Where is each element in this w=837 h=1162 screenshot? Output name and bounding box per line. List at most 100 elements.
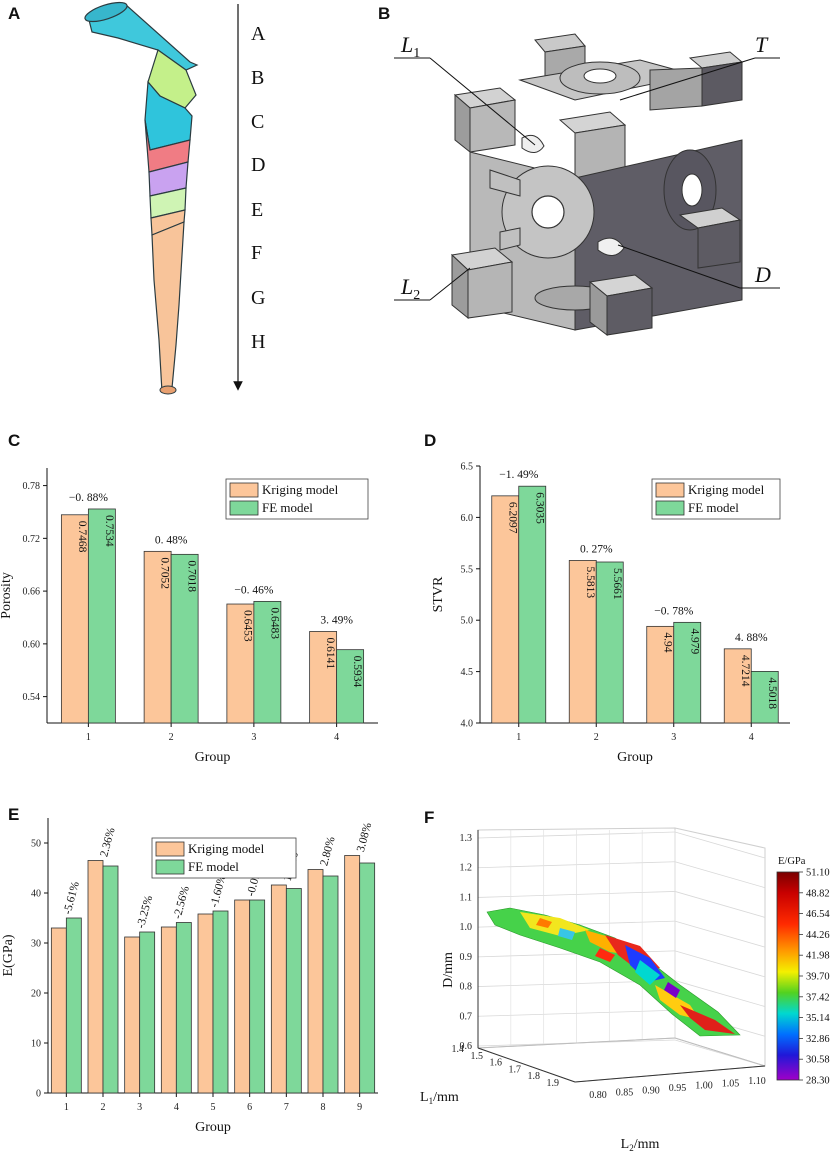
colorbar-tick-label: 46.54 xyxy=(806,909,830,920)
bar-kriging xyxy=(124,936,141,1094)
bar-fe xyxy=(518,485,547,724)
bar-value-label: 0.6453 xyxy=(241,610,253,642)
legend-label-fe: FE model xyxy=(188,859,239,874)
bar-fe xyxy=(102,865,119,1094)
error-label: 4. 88% xyxy=(735,632,768,644)
error-label: 0. 27% xyxy=(580,543,613,555)
bar-fe xyxy=(673,621,702,724)
error-label: 3.08% xyxy=(355,821,374,853)
label-l1: L1 xyxy=(400,32,420,61)
error-label: 0. 48% xyxy=(155,534,188,546)
legend-swatch-fe xyxy=(155,859,185,875)
y-tick-label: 1.6 xyxy=(490,1058,503,1069)
bar-value-label: 6.2097 xyxy=(506,502,518,534)
bar-fe xyxy=(65,917,82,1094)
segment-label: F xyxy=(251,242,262,264)
x-tick-label: 9 xyxy=(357,1102,362,1113)
bar-value-label: 0.7534 xyxy=(103,515,115,547)
colorbar xyxy=(776,871,800,1081)
bar-kriging xyxy=(307,869,324,1094)
x-tick-label: 4 xyxy=(749,732,754,743)
colorbar-tick-label: 37.42 xyxy=(806,992,830,1003)
x-tick-label: 4 xyxy=(174,1102,179,1113)
legend-swatch-kriging xyxy=(655,482,685,498)
label-d: D xyxy=(754,262,771,287)
bar-value-label: 0.6483 xyxy=(268,607,280,639)
colorbar-tick-label: 28.30 xyxy=(806,1076,830,1087)
x-tick-label: 0.85 xyxy=(616,1088,634,1099)
bar-kriging xyxy=(197,913,214,1094)
panel-letter: D xyxy=(424,431,436,450)
x-tick-label: 4 xyxy=(334,732,339,743)
bar-kriging xyxy=(143,550,172,724)
z-tick-label: 1.0 xyxy=(460,922,473,933)
colorbar-tick-label: 51.10 xyxy=(806,868,830,879)
y-tick-label: 40 xyxy=(31,889,41,900)
z-tick-label: 0.6 xyxy=(460,1041,473,1052)
legend-swatch-kriging xyxy=(229,482,259,498)
bar-kriging xyxy=(344,855,361,1094)
error-label: −0. 46% xyxy=(234,584,273,596)
colorbar-tick-label: 44.26 xyxy=(806,930,830,941)
bar-fe xyxy=(359,862,376,1094)
x-tick-label: 6 xyxy=(247,1102,252,1113)
stem-segment xyxy=(144,119,191,173)
bar-fe xyxy=(595,561,624,724)
y-tick-label: 0 xyxy=(36,1089,41,1100)
error-label: −1. 49% xyxy=(499,469,538,481)
y-tick-label: 1.4 xyxy=(452,1044,465,1055)
legend-label-kriging: Kriging model xyxy=(262,482,339,497)
z-tick-label: 0.8 xyxy=(460,982,473,993)
bar-fe xyxy=(170,553,199,724)
x-tick-label: 1 xyxy=(86,732,91,743)
grid-line xyxy=(674,920,766,948)
bar-value-label: 0.7018 xyxy=(186,560,198,592)
y-tick-label: 1.8 xyxy=(528,1071,541,1082)
x-tick-label: 2 xyxy=(101,1102,106,1113)
bar-value-label: 4.5018 xyxy=(766,677,778,709)
bar-value-label: 0.6141 xyxy=(324,637,336,669)
bar-fe xyxy=(212,910,229,1094)
x-axis-title: Group xyxy=(195,750,231,765)
y-tick-label: 0.54 xyxy=(23,692,41,703)
y-tick-label: 0.66 xyxy=(23,587,41,598)
x-tick-label: 5 xyxy=(211,1102,216,1113)
x-tick-label: 1.00 xyxy=(695,1081,713,1092)
x-tick-label: 2 xyxy=(169,732,174,743)
y-tick-label: 6.5 xyxy=(461,462,474,473)
bar-fe xyxy=(285,888,302,1094)
x-tick-label: 8 xyxy=(321,1102,326,1113)
bar-kriging xyxy=(87,860,104,1094)
bar-kriging xyxy=(50,927,67,1094)
grid-line xyxy=(674,891,766,918)
x-tick-label: 0.80 xyxy=(589,1090,607,1101)
bar-value-label: 6.3035 xyxy=(533,492,545,524)
legend-label-fe: FE model xyxy=(262,500,313,515)
bar-kriging xyxy=(309,631,338,724)
x-tick-label: 1 xyxy=(64,1102,69,1113)
x-axis-label: L2/mm xyxy=(621,1137,660,1153)
y-tick-label: 0.60 xyxy=(23,639,41,650)
colorbar-tick-label: 35.14 xyxy=(806,1013,830,1024)
bar-fe xyxy=(139,931,156,1094)
grid-line xyxy=(674,831,766,859)
y-tick-label: 50 xyxy=(31,839,41,850)
x-tick-label: 1 xyxy=(516,732,521,743)
y-tick-label: 10 xyxy=(31,1039,41,1050)
bar-fe xyxy=(87,508,116,724)
x-axis-title: Group xyxy=(617,750,653,765)
y-tick-label: 30 xyxy=(31,939,41,950)
error-label: -3.25% xyxy=(135,894,155,930)
legend-swatch-fe xyxy=(655,500,685,516)
legend-label-fe: FE model xyxy=(688,500,739,515)
panel-letter: E xyxy=(8,805,19,824)
colorbar-ticks: 51.10 48.82 46.54 44.26 41.98 39.70 37.42 35.14… xyxy=(799,868,830,1087)
colorbar-tick-label: 39.70 xyxy=(806,972,830,983)
z-tick-label: 1.3 xyxy=(460,833,473,844)
femoral-stem-illustration xyxy=(84,1,199,395)
error-label: 3. 49% xyxy=(320,614,353,626)
bar-fe xyxy=(336,649,365,724)
segment-label: H xyxy=(251,331,265,353)
lattice-unit-cell-illustration xyxy=(450,33,744,337)
